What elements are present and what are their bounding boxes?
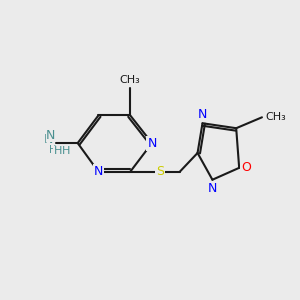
Text: CH₃: CH₃ [120,75,141,85]
Text: N: N [198,108,207,121]
Text: H: H [54,146,62,156]
Text: N: N [147,136,157,150]
Text: N: N [208,182,217,195]
Text: CH₃: CH₃ [265,112,286,122]
Text: N: N [94,165,103,178]
Text: N: N [44,133,53,146]
Text: H: H [61,146,70,156]
Text: O: O [241,161,251,174]
Text: S: S [156,165,164,178]
Text: N: N [46,129,56,142]
Text: H: H [49,145,57,155]
